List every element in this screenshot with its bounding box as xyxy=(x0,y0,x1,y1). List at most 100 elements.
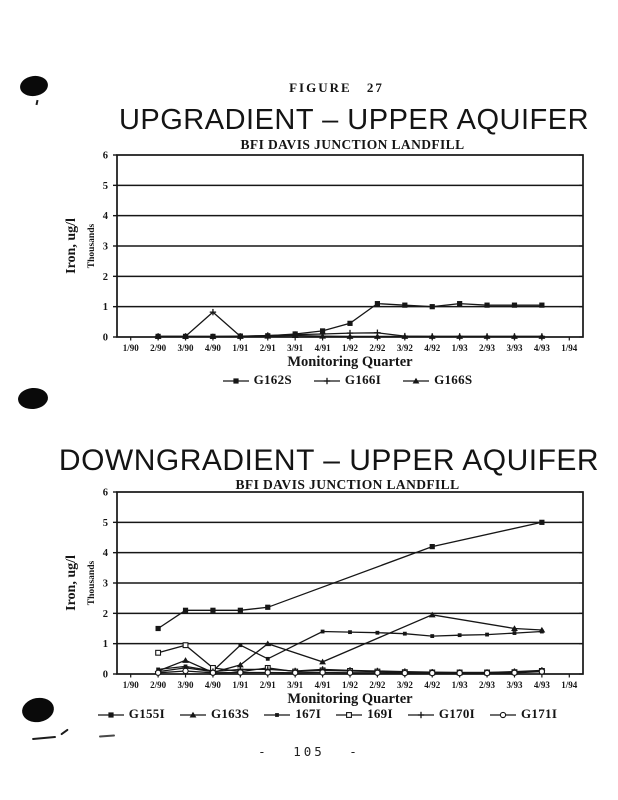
plus-icon xyxy=(407,711,434,719)
series-marker-167I xyxy=(402,631,407,636)
downgradient-line-chart: 0 1 2 3 4 5 6 1/90 2/90 3/90 4/90 1/91 2/91 3/91 4/91 1… xyxy=(64,488,584,707)
legend-item-G166S: G166S xyxy=(403,372,472,388)
series-marker-G171I xyxy=(374,669,381,676)
downgradient-chart-legend: G155I G163S 167I 169I G170I G171I xyxy=(55,706,600,722)
x-tick-label: 4/93 xyxy=(534,680,551,690)
series-marker-G166S xyxy=(291,332,299,338)
y-axis-title: Iron, ug/l xyxy=(64,555,79,611)
series-marker-G155I xyxy=(265,604,271,610)
series-marker-G155I xyxy=(182,607,189,613)
x-tick-label: 3/92 xyxy=(397,343,414,353)
x-tick-label: 3/93 xyxy=(506,343,523,353)
legend-item-G171I: G171I xyxy=(490,706,557,722)
plus-icon xyxy=(313,377,340,385)
series-marker-G171I xyxy=(182,667,189,675)
series-marker-G166S xyxy=(401,333,409,339)
series-marker-167I xyxy=(320,629,325,634)
legend-marker xyxy=(189,711,197,718)
series-marker-G171I xyxy=(292,669,299,676)
series-marker-G162S xyxy=(484,302,490,308)
legend-item-G170I: G170I xyxy=(407,706,475,722)
hole-punch-mark xyxy=(20,695,56,725)
series-marker-G163S xyxy=(319,658,326,665)
figure-label: FIGURE 27 xyxy=(289,80,384,95)
series-marker-G163S xyxy=(264,640,272,647)
y-tick-label: 3 xyxy=(103,579,108,590)
x-tick-label: 2/90 xyxy=(150,680,167,690)
series-marker-G155I xyxy=(237,607,243,613)
x-tick-label: 4/93 xyxy=(534,343,551,353)
page-number: - 105 - xyxy=(258,744,360,759)
series-line-167I xyxy=(158,630,542,672)
series-marker-G171I xyxy=(346,669,354,676)
triangle-filled-icon xyxy=(403,377,430,384)
series-marker-G166S xyxy=(346,333,354,339)
square-filled-small-icon xyxy=(264,713,291,717)
y-tick-label: 2 xyxy=(103,609,108,620)
legend-label: 169I xyxy=(367,706,393,721)
legend-item-167I: 167I xyxy=(264,706,321,722)
series-marker-G162S xyxy=(511,302,518,308)
x-tick-label: 1/92 xyxy=(342,680,359,690)
series-marker-G166S xyxy=(538,333,546,339)
x-tick-label: 4/91 xyxy=(315,343,332,353)
series-marker-G166S xyxy=(319,332,326,339)
x-tick-label: 2/92 xyxy=(369,680,386,690)
upgradient-chart-subtitle: BFI DAVIS JUNCTION LANDFILL xyxy=(240,137,465,152)
series-marker-167I xyxy=(238,643,243,648)
pen-mark xyxy=(31,735,57,741)
series-marker-G155I xyxy=(539,519,545,525)
series-marker-G171I xyxy=(154,669,162,676)
series-marker-G166S xyxy=(209,333,217,339)
x-tick-label: 2/93 xyxy=(479,680,496,690)
legend-item-169I: 169I xyxy=(336,706,393,722)
series-marker-G171I xyxy=(429,669,436,677)
series-marker-G163S xyxy=(428,611,436,618)
series-marker-G166S xyxy=(428,333,436,339)
series-marker-G162S xyxy=(402,302,408,308)
series-marker-167I xyxy=(485,632,489,637)
y-tick-label: 2 xyxy=(103,272,108,283)
series-marker-G166S xyxy=(236,333,244,339)
legend-marker xyxy=(108,712,114,718)
legend-label: G163S xyxy=(210,706,250,721)
x-tick-label: 1/90 xyxy=(123,343,140,353)
y-axis-title: Iron, ug/l xyxy=(64,218,79,274)
legend-label: G171I xyxy=(521,706,558,721)
series-marker-G163S xyxy=(236,661,244,668)
series-marker-167I xyxy=(430,634,435,638)
x-tick-label: 2/93 xyxy=(479,343,496,353)
square-filled-icon xyxy=(97,712,124,718)
x-tick-label: 4/90 xyxy=(205,343,222,353)
x-tick-label: 1/90 xyxy=(123,680,140,690)
series-marker-169I xyxy=(182,642,189,649)
series-marker-167I xyxy=(512,631,517,635)
legend-marker xyxy=(232,378,239,384)
series-marker-G162S xyxy=(539,302,545,308)
legend-label: G155I xyxy=(128,706,165,721)
series-marker-G166S xyxy=(154,333,162,339)
legend-marker xyxy=(275,713,280,717)
series-marker-G171I xyxy=(511,669,518,676)
y-tick-label: 1 xyxy=(103,639,108,650)
y-tick-label: 6 xyxy=(103,151,108,162)
series-marker-G166S xyxy=(456,333,464,339)
x-tick-label: 4/90 xyxy=(205,680,222,690)
series-marker-G171I xyxy=(264,669,271,676)
x-tick-label: 4/92 xyxy=(424,343,441,353)
x-axis-title: Monitoring Quarter xyxy=(287,354,413,370)
series-marker-G163S xyxy=(182,657,189,663)
series-marker-G171I xyxy=(456,669,463,677)
downgradient-chart-title: DOWNGRADIENT – UPPER AQUIFER xyxy=(58,444,600,477)
y-tick-label: 3 xyxy=(103,242,108,253)
series-marker-G155I xyxy=(210,607,216,613)
x-axis-title: Monitoring Quarter xyxy=(287,691,413,707)
series-marker-167I xyxy=(265,656,270,661)
series-marker-167I xyxy=(375,630,380,635)
y-tick-label: 5 xyxy=(103,181,108,192)
series-marker-G166S xyxy=(182,333,189,339)
series-marker-169I xyxy=(155,649,162,656)
x-tick-label: 2/91 xyxy=(260,343,277,353)
legend-label: G162S xyxy=(253,372,292,387)
